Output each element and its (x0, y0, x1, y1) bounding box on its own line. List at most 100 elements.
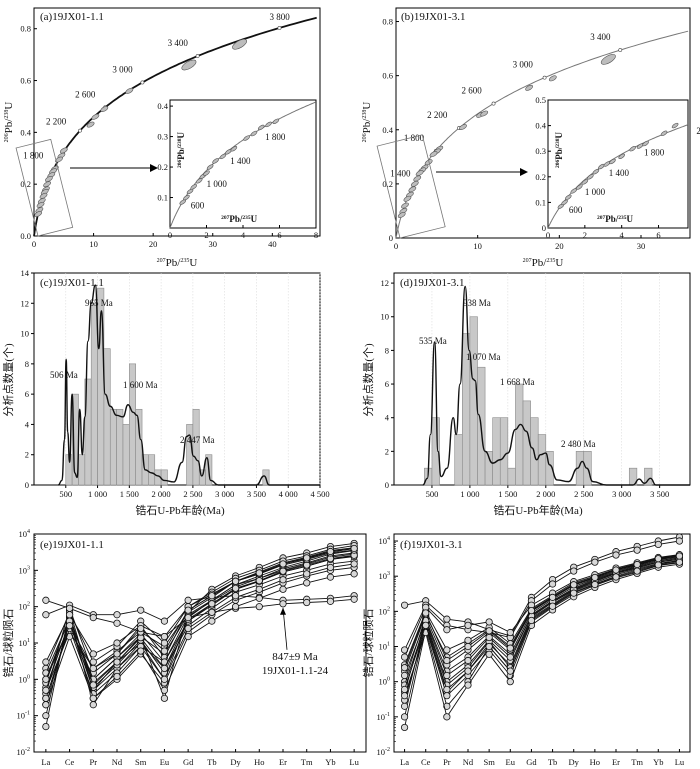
ree-data-point (303, 579, 311, 587)
y-tick-label: 0.6 (382, 71, 393, 81)
y-tick-label: 12 (381, 278, 390, 288)
ree-series-line (404, 554, 680, 658)
peak-age-label: 1 070 Ma (466, 352, 501, 362)
ree-data-point (400, 713, 409, 721)
ree-data-point (255, 594, 263, 602)
ree-data-point (443, 656, 451, 665)
panel-title: (f)19JX01-3.1 (400, 539, 463, 551)
annotation-age: 847±9 Ma (272, 651, 318, 663)
inset-frame (547, 99, 689, 229)
ree-data-point (633, 546, 641, 554)
data-ellipse (59, 147, 68, 154)
data-ellipse (91, 113, 100, 120)
ree-data-point (160, 617, 169, 625)
ree-data-point (279, 560, 287, 568)
ree-data-point (400, 671, 409, 680)
peak-age-label: 506 Ma (50, 370, 78, 380)
element-label: Lu (349, 757, 359, 767)
inset-y-axis-label: 206Pb/238U (554, 131, 564, 168)
panel-title: (a)19JX01-1.1 (40, 11, 104, 23)
ree-data-point (485, 627, 493, 635)
histogram-bar (492, 417, 501, 486)
concordia-age-label: 3 400 (590, 32, 611, 42)
element-label: Gd (183, 757, 194, 767)
inset-data-ellipse (257, 124, 265, 131)
ree-data-point (279, 576, 287, 584)
ree-data-point (279, 567, 287, 575)
ree-data-point (400, 601, 409, 609)
concordia-age-label: 1 400 (390, 168, 411, 178)
ree-data-point (443, 671, 451, 680)
inset-y-tick-label: 0.2 (157, 162, 168, 172)
zoom-box (376, 134, 446, 239)
ree-data-point (443, 692, 451, 700)
ree-data-point (326, 573, 335, 581)
peak-age-label: 965 Ma (85, 298, 113, 308)
peak-age-label: 2 447 Ma (180, 435, 215, 445)
x-tick-label: 0 (32, 239, 36, 249)
inset-y-tick-label: 0.1 (157, 193, 168, 203)
histogram-bar (545, 451, 554, 486)
ree-data-point (464, 681, 472, 689)
inset-data-ellipse (564, 194, 572, 200)
panel-e-ree-pattern: (e)19JX01-1.1 La Ce Pr Nd Sm Eu Gd Tb Dy Ho Er Tm Yb… (1, 529, 367, 767)
inset-x-tick-label: 4 (620, 230, 625, 240)
element-label: Pr (443, 757, 451, 767)
x-tick-label: 1 000 (88, 489, 107, 499)
ree-data-point (113, 611, 121, 619)
ree-data-point (485, 650, 493, 658)
ree-data-point (654, 561, 662, 569)
inset-y-tick-label: 0.4 (157, 101, 168, 111)
ree-data-point (42, 686, 50, 694)
ree-data-point (184, 633, 192, 641)
x-axis-label: 207Pb/235U (523, 257, 564, 269)
inset-data-ellipse (587, 174, 594, 180)
x-tick-label: 3 500 (650, 489, 669, 499)
inset-x-tick-label: 2 (583, 230, 587, 240)
concordia-age-marker (491, 101, 496, 106)
data-ellipse (43, 181, 52, 188)
data-ellipse (100, 106, 109, 112)
panel-title: (c)19JX01-1.1 (40, 277, 104, 289)
y-tick-label: 0.8 (382, 17, 393, 27)
element-label: Sm (135, 757, 147, 767)
concordia-age-label: 2 200 (46, 117, 67, 127)
y-tick-label: 4 (25, 419, 30, 429)
ree-data-point (303, 570, 311, 578)
ree-data-point (350, 544, 358, 553)
histogram-bar (148, 454, 156, 486)
y-tick-label: 102 (19, 602, 31, 612)
y-tick-label: 0 (25, 480, 29, 490)
kde-curve (57, 284, 320, 486)
element-label: Nd (463, 757, 474, 767)
ree-data-point (400, 723, 409, 732)
inset-data-ellipse (660, 130, 668, 136)
y-tick-label: 2 (25, 450, 29, 460)
ree-data-point (400, 653, 409, 661)
ree-series-line (45, 595, 355, 622)
ree-data-point (485, 618, 493, 626)
inset-data-ellipse (183, 194, 190, 201)
ree-data-point (184, 614, 192, 622)
inset-age-label: 600 (191, 200, 205, 210)
data-ellipse (232, 38, 248, 50)
ree-data-point (89, 614, 97, 622)
ree-data-point (42, 694, 50, 702)
inset-x-axis-label: 207Pb/235U (221, 214, 258, 224)
inset-x-tick-label: 0 (546, 230, 550, 240)
ree-data-point (612, 551, 620, 559)
data-ellipse (36, 201, 45, 208)
ree-data-point (350, 595, 358, 603)
y-tick-label: 0.4 (20, 127, 31, 137)
concordia-age-label: 3 000 (513, 60, 534, 70)
ree-data-point (42, 675, 50, 683)
ree-data-point (231, 584, 240, 592)
concordia-age-label: 2 200 (427, 110, 448, 120)
ree-series-line (404, 563, 680, 718)
ree-data-point (208, 600, 216, 608)
concordia-age-label: 3 000 (112, 64, 133, 74)
inset-data-ellipse (576, 184, 583, 190)
histogram-bar (103, 348, 111, 486)
data-ellipse (408, 186, 417, 193)
